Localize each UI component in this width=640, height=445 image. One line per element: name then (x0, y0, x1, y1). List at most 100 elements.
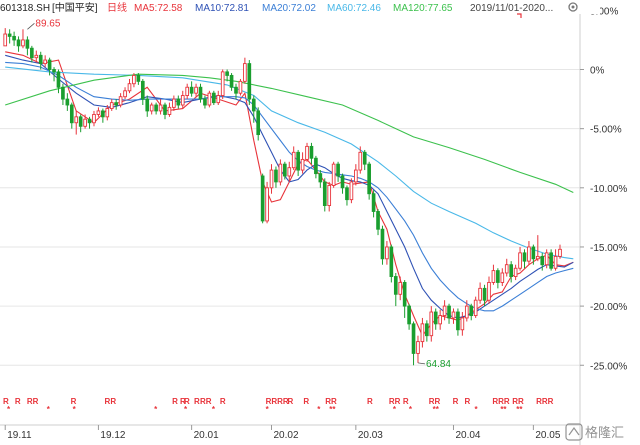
candle-down (211, 92, 216, 104)
settings-icon[interactable] (568, 2, 578, 12)
candle-down (78, 116, 83, 127)
candle-down (482, 287, 487, 301)
candle-up (34, 54, 39, 59)
watermark-logo-icon (565, 423, 583, 441)
signal-marker-r: RR (27, 397, 39, 406)
signal-marker-r: RRR (492, 397, 510, 406)
candle-down (16, 39, 21, 47)
annotation-leader (417, 362, 426, 365)
candle-up (238, 80, 243, 94)
candle-down (256, 110, 261, 136)
candle-up (123, 90, 127, 98)
candle-up (420, 323, 425, 343)
ma60-label: MA60:72.46 (327, 3, 381, 14)
candle-down (251, 98, 256, 112)
candle-down (38, 54, 43, 65)
candle-down (522, 252, 527, 262)
candle-up (535, 255, 540, 260)
x-tick-label: 20.03 (358, 430, 383, 441)
candle-up (451, 311, 456, 319)
signal-marker-r: R (220, 397, 226, 406)
candle-up (354, 169, 358, 183)
signal-marker-r: R (15, 397, 21, 406)
candle-up (438, 315, 442, 325)
signal-marker-r: R (110, 397, 116, 406)
candle-down (61, 86, 65, 100)
candle-up (180, 95, 185, 106)
candle-up (544, 252, 549, 266)
signal-marker-star: * (73, 405, 77, 414)
candle-down (145, 98, 150, 112)
candle-down (101, 110, 105, 118)
signal-marker-star: * (266, 405, 270, 414)
candle-up (243, 63, 247, 82)
candle-up (287, 167, 292, 177)
candlesticks (3, 28, 562, 366)
grid (0, 9, 580, 366)
candle-up (220, 71, 225, 96)
signal-marker-star: ** (433, 405, 440, 414)
x-tick-label: 20.01 (194, 430, 219, 441)
ma-line-ma20 (5, 61, 574, 312)
signal-marker-star: ** (329, 405, 336, 414)
candle-down (433, 311, 438, 325)
x-tick-label: 20.05 (535, 430, 560, 441)
signal-marker-r: R (104, 397, 110, 406)
candle-up (158, 104, 163, 112)
period-label[interactable]: 日线 (107, 1, 127, 14)
signal-marker-star: ** (500, 405, 507, 414)
candle-down (189, 86, 194, 94)
candle-down (56, 71, 61, 88)
candle-up (518, 252, 522, 269)
candle-down (389, 246, 394, 277)
candle-up (109, 102, 114, 110)
candle-up (385, 246, 389, 260)
candle-up (327, 184, 332, 207)
candle-up (269, 169, 274, 189)
moving-average-lines (5, 51, 574, 337)
signal-marker-star: * (393, 405, 397, 414)
candle-up (527, 246, 531, 262)
x-axis-ticks: 19.11 19.12 20.01 20.02 20.03 20.04 20.05 (4, 425, 561, 441)
candle-up (491, 270, 496, 283)
y-tick-label: -20.00% (590, 302, 627, 313)
candle-up (473, 299, 478, 317)
candle-up (185, 86, 190, 96)
candle-down (336, 163, 340, 177)
date-range: 2019/11/01-2020... (470, 3, 553, 14)
ma-line-ma120 (5, 73, 574, 193)
signal-marker-r: RR (429, 397, 441, 406)
y-tick-label: -10.00% (590, 184, 627, 195)
candle-down (12, 35, 16, 41)
candle-up (265, 187, 269, 222)
candle-down (549, 252, 553, 269)
signal-marker-r: R (172, 397, 178, 406)
candle-up (105, 108, 110, 118)
candle-up (398, 281, 403, 295)
annotation-leader (27, 22, 35, 30)
candle-up (127, 83, 132, 92)
candle-down (469, 305, 474, 317)
signal-marker-r: R (71, 397, 77, 406)
candle-down (362, 151, 367, 165)
signal-marker-star: * (212, 405, 216, 414)
candle-up (460, 317, 465, 331)
candle-down (322, 181, 327, 207)
candle-down (296, 151, 300, 171)
candle-up (207, 92, 212, 106)
stock-symbol: 601318.SH (0, 3, 50, 14)
signal-marker-star: * (409, 405, 413, 414)
candle-down (30, 47, 34, 59)
candle-down (65, 98, 70, 106)
signal-marker-r: R (287, 397, 293, 406)
candle-down (114, 102, 119, 106)
y-tick-label: -15.00% (590, 243, 627, 254)
signal-marker-star: * (474, 405, 478, 414)
signal-marker-r: RR (389, 397, 401, 406)
stock-name: [中国平安] (52, 1, 98, 14)
candle-down (447, 305, 451, 319)
candle-up (500, 272, 505, 283)
candle-up (349, 181, 354, 201)
